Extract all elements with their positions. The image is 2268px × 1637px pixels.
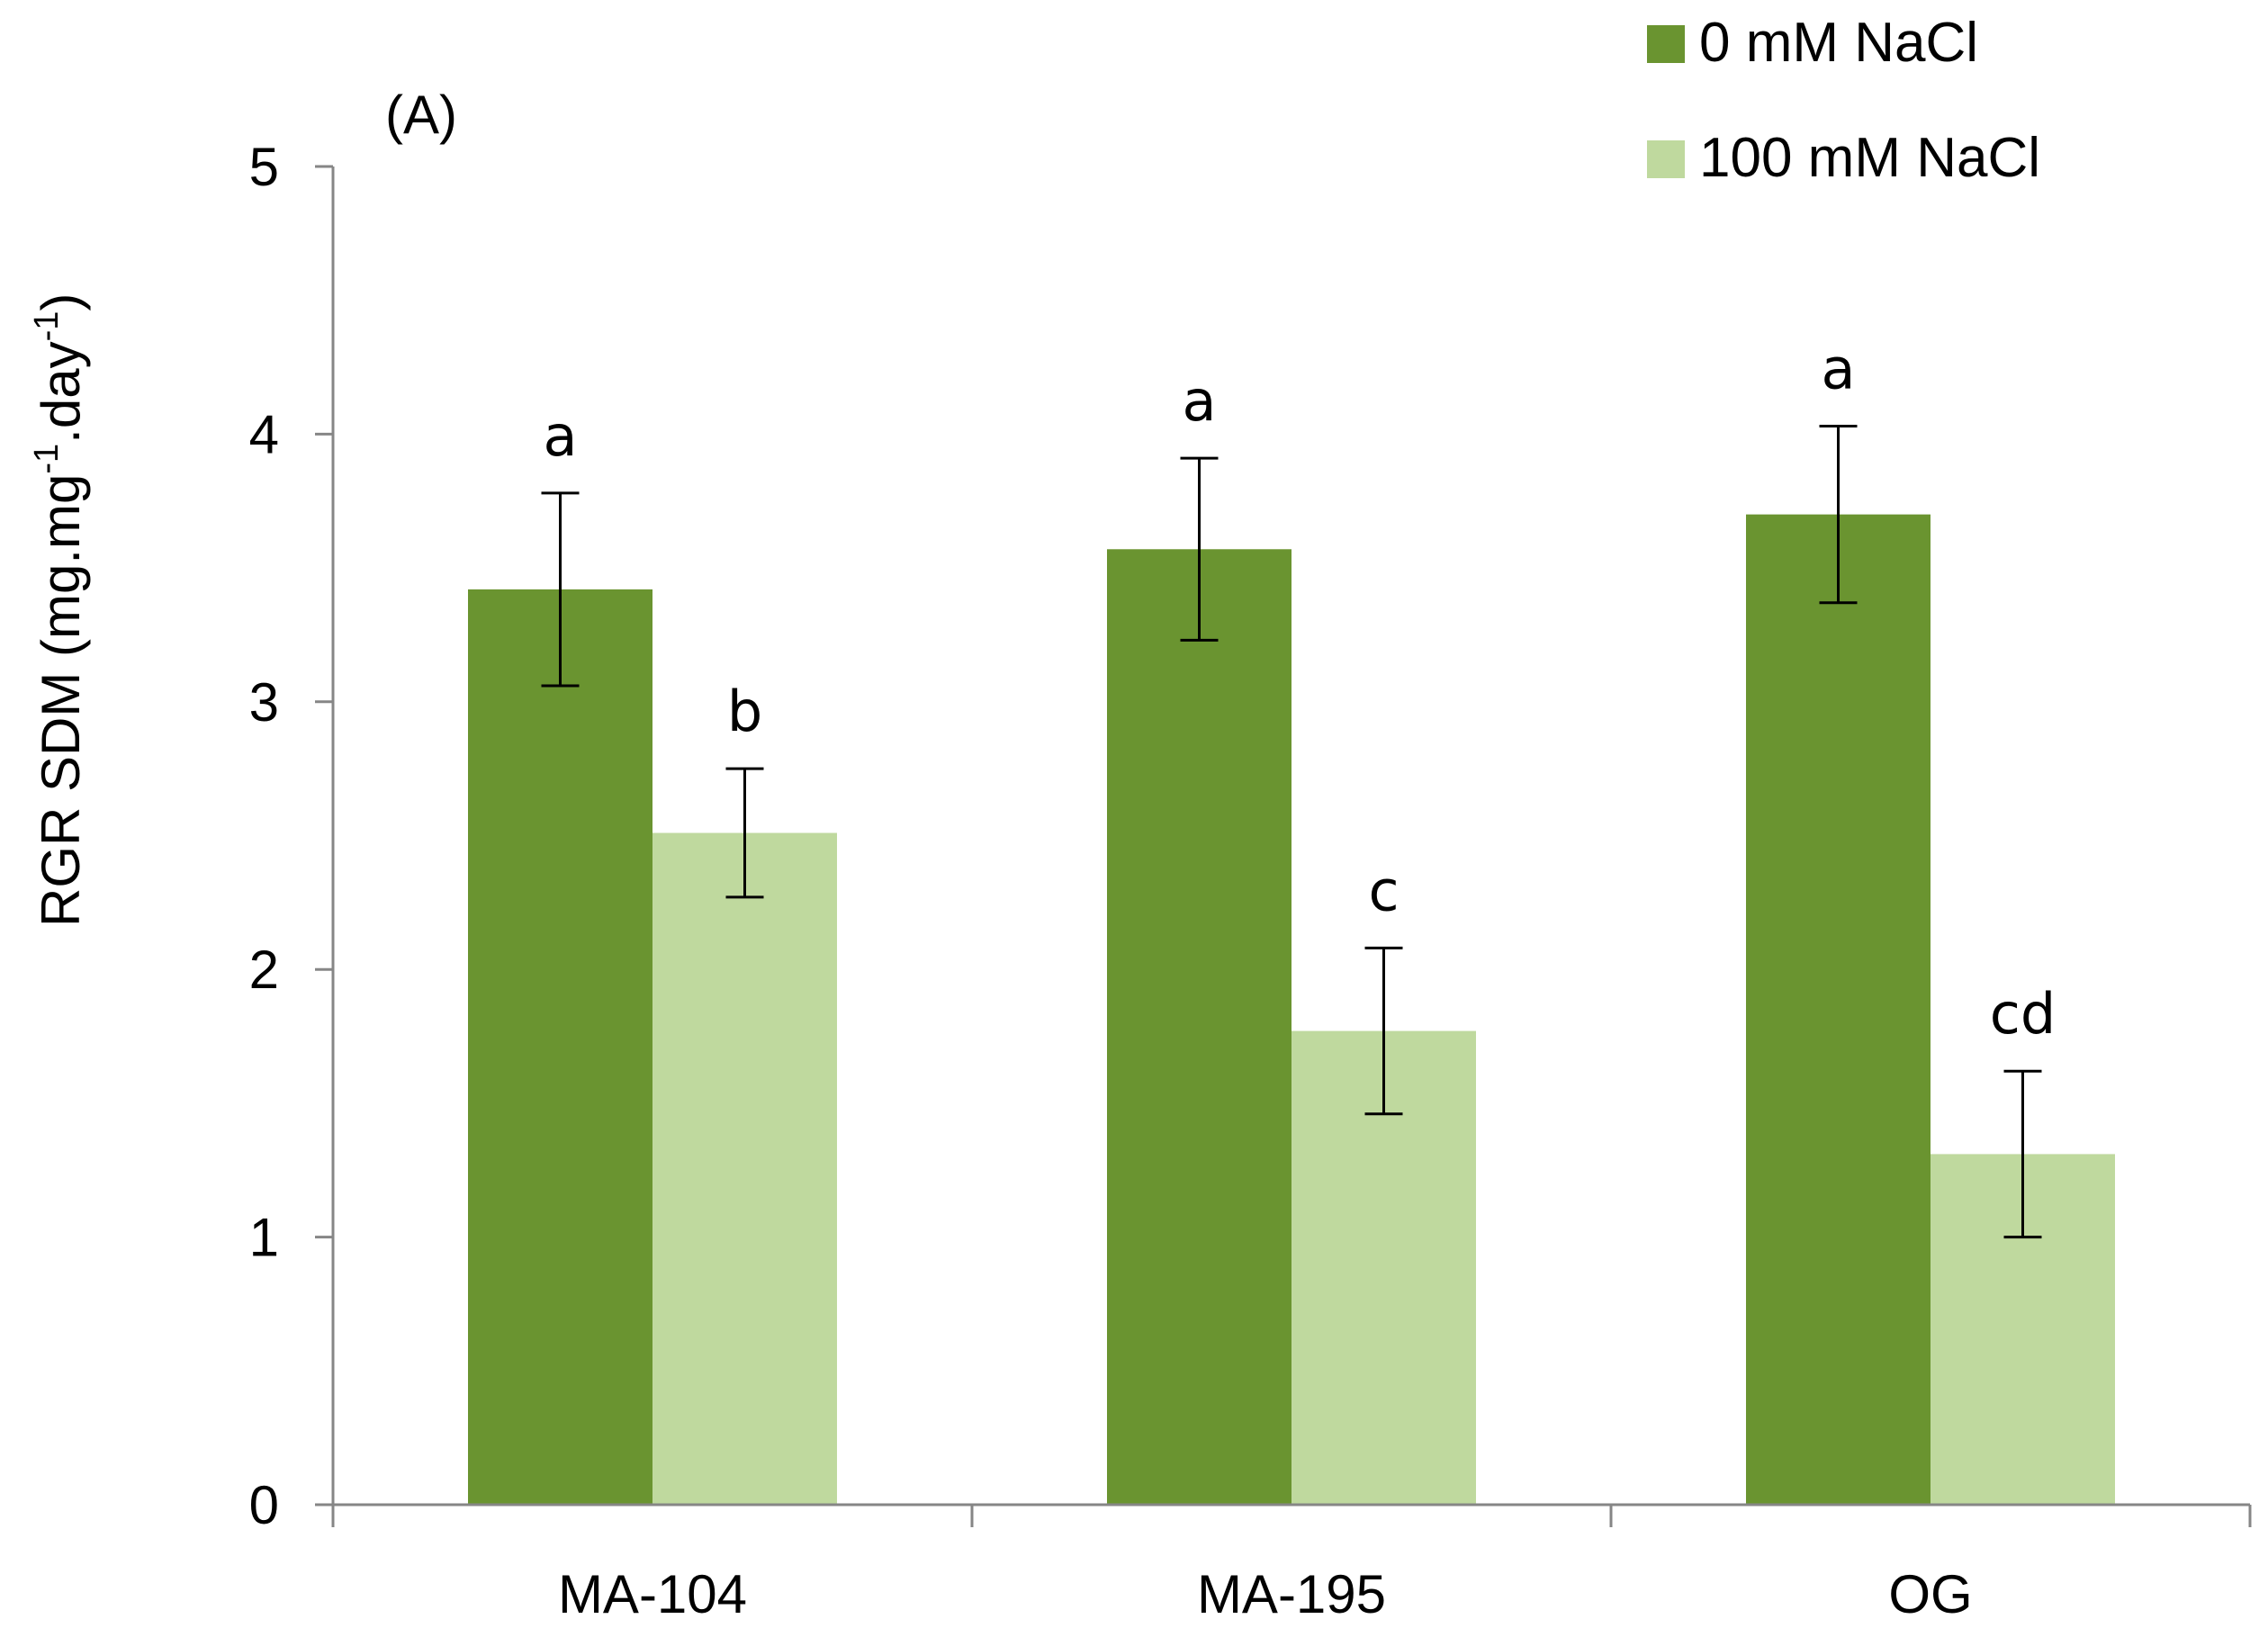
legend-label: 100 mM NaCl (1699, 127, 2040, 189)
bar (468, 589, 652, 1505)
significance-letter: a (1822, 336, 1856, 401)
legend-label: 0 mM NaCl (1699, 12, 1978, 74)
x-category-label: OG (1888, 1564, 1972, 1624)
panel-label: (A) (385, 85, 457, 145)
x-category-label: MA-104 (558, 1564, 747, 1624)
significance-letter: a (544, 403, 578, 469)
y-tick-label: 0 (249, 1475, 279, 1535)
y-tick-label: 3 (249, 672, 279, 733)
y-axis-label-main: RGR SDM (mg.mg (31, 474, 91, 927)
y-ticks-group: 0 1 2 3 4 5 (249, 137, 333, 1535)
x-ticks-group: MA-104 MA-195 OG (331, 1505, 2252, 1624)
y-axis-label-mid: .day (31, 341, 91, 443)
bar (1746, 514, 1930, 1505)
error-bars-group (541, 424, 2042, 1239)
y-tick-label: 4 (249, 404, 279, 464)
significance-letters-group: a a a b c cd (544, 336, 2056, 1047)
legend-swatch (1647, 25, 1685, 63)
y-tick-label: 1 (249, 1208, 279, 1268)
y-axis-label: RGR SDM (mg.mg-1.day-1) (28, 293, 91, 927)
y-axis-label-end: ) (31, 293, 91, 311)
bars-group (468, 514, 2115, 1505)
significance-letter: c (1368, 858, 1399, 923)
bar (652, 832, 837, 1505)
significance-letter: cd (1990, 981, 2056, 1047)
significance-letter: a (1183, 368, 1217, 434)
bar (1107, 549, 1292, 1505)
y-tick-label: 2 (249, 940, 279, 1000)
y-tick-label: 5 (249, 137, 279, 197)
axes-group (331, 166, 2250, 1507)
significance-letter: b (727, 679, 762, 744)
legend: 0 mM NaCl 100 mM NaCl (1647, 12, 2040, 189)
y-axis-label-sup1: -1 (28, 444, 66, 474)
y-axis-label-sup2: -1 (28, 311, 66, 342)
x-category-label: MA-195 (1197, 1564, 1386, 1624)
legend-swatch (1647, 140, 1685, 178)
